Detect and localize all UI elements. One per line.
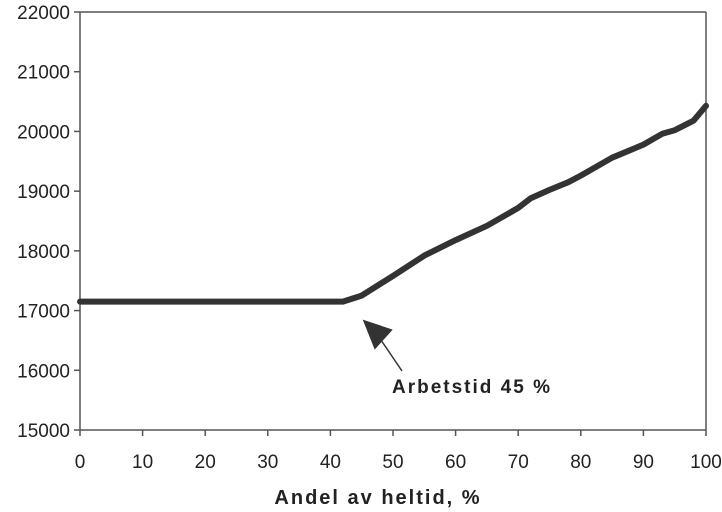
y-tick-label: 16000: [17, 361, 70, 382]
y-tick-label: 22000: [17, 3, 70, 24]
x-tick-label: 10: [132, 452, 153, 473]
x-tick-label: 50: [382, 452, 403, 473]
y-tick-label: 20000: [17, 122, 70, 143]
series-line: [77, 102, 709, 305]
series-group: [77, 102, 709, 305]
y-tick-label: 17000: [17, 302, 70, 323]
x-tick-label: 80: [570, 452, 591, 473]
annotation-leader-line: [380, 339, 403, 372]
y-axis-ticks: 15000 16000 17000 18000 19000 20000 21000 22000: [17, 3, 80, 442]
x-tick-label: 90: [633, 452, 654, 473]
x-tick-label: 100: [690, 452, 722, 473]
x-tick-label: 60: [445, 452, 466, 473]
x-axis-ticks: 0 10 20 30 40 50 60 70 80 90 100: [75, 430, 722, 473]
y-tick-label: 21000: [17, 63, 70, 84]
x-axis-title: Andel av heltid, %: [274, 487, 481, 509]
y-tick-label: 15000: [17, 421, 70, 442]
x-tick-label: 0: [75, 452, 86, 473]
x-tick-label: 40: [320, 452, 341, 473]
y-tick-label: 18000: [17, 242, 70, 263]
y-tick-label: 19000: [17, 182, 70, 203]
chart-axes: [79, 11, 707, 431]
x-tick-label: 20: [195, 452, 216, 473]
x-tick-label: 70: [508, 452, 529, 473]
annotation-group: Arbetstid 45 %: [362, 319, 552, 398]
x-tick-label: 30: [257, 452, 278, 473]
annotation-label: Arbetstid 45 %: [392, 377, 552, 398]
annotation-arrowhead: [362, 319, 393, 350]
